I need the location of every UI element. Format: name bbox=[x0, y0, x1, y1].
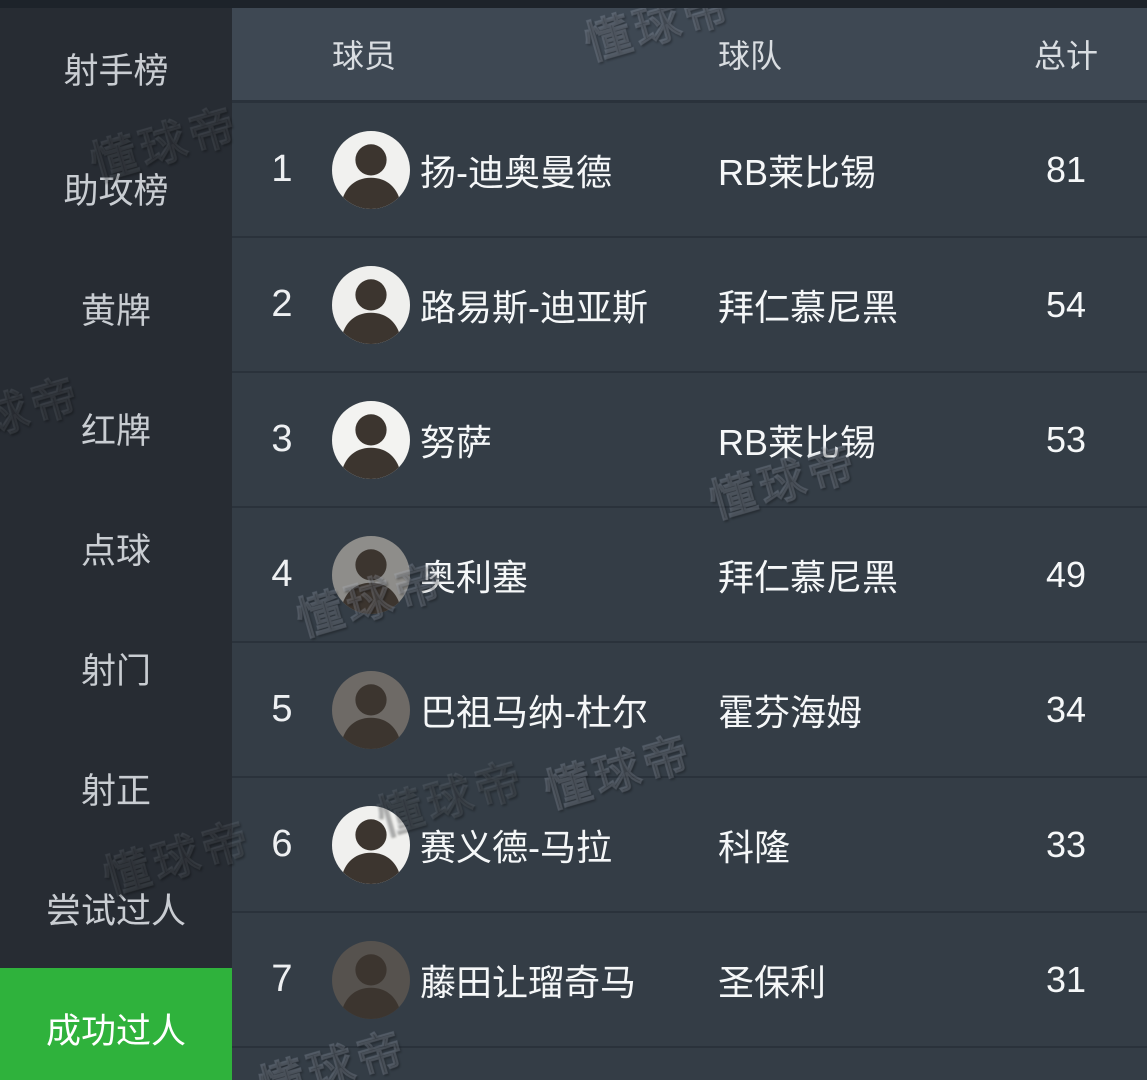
sidebar-item-label: 红牌 bbox=[80, 411, 151, 451]
team-name: 圣保利 bbox=[718, 961, 827, 1003]
total-value: 31 bbox=[1045, 958, 1087, 1000]
sidebar-item-label: 助攻榜 bbox=[63, 171, 169, 211]
total-value: 53 bbox=[1045, 418, 1087, 460]
person-silhouette-icon bbox=[340, 548, 402, 614]
table-row[interactable]: 4 奥利塞 拜仁慕尼黑 49 bbox=[232, 508, 1147, 641]
team-name: 科隆 bbox=[718, 826, 791, 868]
total-value: 54 bbox=[1045, 283, 1087, 325]
rank-value: 3 bbox=[271, 418, 293, 460]
rank-value: 4 bbox=[271, 553, 293, 595]
row-separator bbox=[232, 776, 1147, 778]
table-row[interactable]: 2 路易斯-迪亚斯 拜仁慕尼黑 54 bbox=[232, 238, 1147, 371]
row-separator bbox=[232, 911, 1147, 913]
player-name: 扬-迪奥曼德 bbox=[420, 151, 612, 193]
player-avatar bbox=[332, 940, 410, 1019]
category-sidebar: 射手榜 助攻榜 黄牌 红牌 点球 射门 射正 尝试过人 成功过人 bbox=[0, 8, 232, 1080]
table-row[interactable]: 7 藤田让瑠奇马 圣保利 31 bbox=[232, 913, 1147, 1046]
table-row[interactable]: 1 扬-迪奥曼德 RB莱比锡 81 bbox=[232, 103, 1147, 236]
player-avatar bbox=[332, 805, 410, 884]
column-header-total: 总计 bbox=[1033, 38, 1098, 74]
sidebar-item-attempted-dribbles[interactable]: 尝试过人 bbox=[0, 848, 232, 968]
row-separator bbox=[232, 236, 1147, 238]
team-name: 拜仁慕尼黑 bbox=[718, 286, 899, 328]
sidebar-item-red-cards[interactable]: 红牌 bbox=[0, 368, 232, 488]
team-name: RB莱比锡 bbox=[718, 151, 877, 193]
row-separator bbox=[232, 506, 1147, 508]
leaderboard-table: 球员 球队 总计 1 扬-迪奥曼德 RB莱比锡 81 2 路易斯-迪亚斯 拜仁慕… bbox=[232, 8, 1147, 1080]
row-separator bbox=[232, 371, 1147, 373]
person-silhouette-icon bbox=[340, 818, 402, 884]
team-name: 拜仁慕尼黑 bbox=[718, 556, 899, 598]
column-header-team: 球队 bbox=[718, 38, 783, 74]
sidebar-item-label: 尝试过人 bbox=[45, 891, 186, 931]
team-name: 霍芬海姆 bbox=[718, 691, 863, 733]
sidebar-item-label: 点球 bbox=[80, 531, 151, 571]
sidebar-item-shots-on-target[interactable]: 射正 bbox=[0, 728, 232, 848]
total-value: 33 bbox=[1045, 823, 1087, 865]
column-header-player: 球员 bbox=[332, 38, 397, 74]
player-avatar bbox=[332, 535, 410, 614]
sidebar-item-shots[interactable]: 射门 bbox=[0, 608, 232, 728]
sidebar-item-label: 射门 bbox=[80, 651, 151, 691]
sidebar-item-yellow-cards[interactable]: 黄牌 bbox=[0, 248, 232, 368]
person-silhouette-icon bbox=[340, 413, 402, 479]
person-silhouette-icon bbox=[340, 278, 402, 344]
sidebar-item-label: 射手榜 bbox=[63, 51, 169, 91]
rank-value: 6 bbox=[271, 823, 293, 865]
player-name: 藤田让瑠奇马 bbox=[420, 961, 637, 1003]
person-silhouette-icon bbox=[340, 683, 402, 749]
top-divider bbox=[0, 0, 1147, 8]
person-silhouette-icon bbox=[340, 953, 402, 1019]
player-avatar bbox=[332, 400, 410, 479]
table-row[interactable]: 6 赛义德-马拉 科隆 33 bbox=[232, 778, 1147, 911]
row-separator bbox=[232, 641, 1147, 643]
sidebar-item-label: 成功过人 bbox=[45, 1011, 186, 1051]
player-name: 路易斯-迪亚斯 bbox=[420, 286, 648, 328]
rank-value: 2 bbox=[271, 283, 293, 325]
player-name: 努萨 bbox=[420, 421, 493, 463]
player-name: 奥利塞 bbox=[420, 556, 529, 598]
player-name: 巴祖马纳-杜尔 bbox=[420, 691, 648, 733]
rank-value: 1 bbox=[271, 148, 293, 190]
sidebar-item-top-scorers[interactable]: 射手榜 bbox=[0, 8, 232, 128]
sidebar-item-successful-dribbles[interactable]: 成功过人 bbox=[0, 968, 232, 1080]
person-silhouette-icon bbox=[340, 143, 402, 209]
total-value: 81 bbox=[1045, 148, 1087, 190]
player-avatar bbox=[332, 130, 410, 209]
player-avatar bbox=[332, 670, 410, 749]
player-name: 赛义德-马拉 bbox=[420, 826, 612, 868]
table-row-partial[interactable] bbox=[232, 1048, 1147, 1080]
player-avatar bbox=[332, 265, 410, 344]
sidebar-item-label: 黄牌 bbox=[80, 291, 151, 331]
sidebar-item-label: 射正 bbox=[80, 771, 151, 811]
table-header: 球员 球队 总计 bbox=[232, 8, 1147, 100]
total-value: 49 bbox=[1045, 553, 1087, 595]
sidebar-item-penalties[interactable]: 点球 bbox=[0, 488, 232, 608]
row-separator bbox=[232, 1046, 1147, 1048]
sidebar-item-assists[interactable]: 助攻榜 bbox=[0, 128, 232, 248]
rank-value: 5 bbox=[271, 688, 293, 730]
total-value: 34 bbox=[1045, 688, 1087, 730]
rank-value: 7 bbox=[271, 958, 293, 1000]
table-row[interactable]: 3 努萨 RB莱比锡 53 bbox=[232, 373, 1147, 506]
table-row[interactable]: 5 巴祖马纳-杜尔 霍芬海姆 34 bbox=[232, 643, 1147, 776]
team-name: RB莱比锡 bbox=[718, 421, 877, 463]
header-separator bbox=[232, 100, 1147, 103]
